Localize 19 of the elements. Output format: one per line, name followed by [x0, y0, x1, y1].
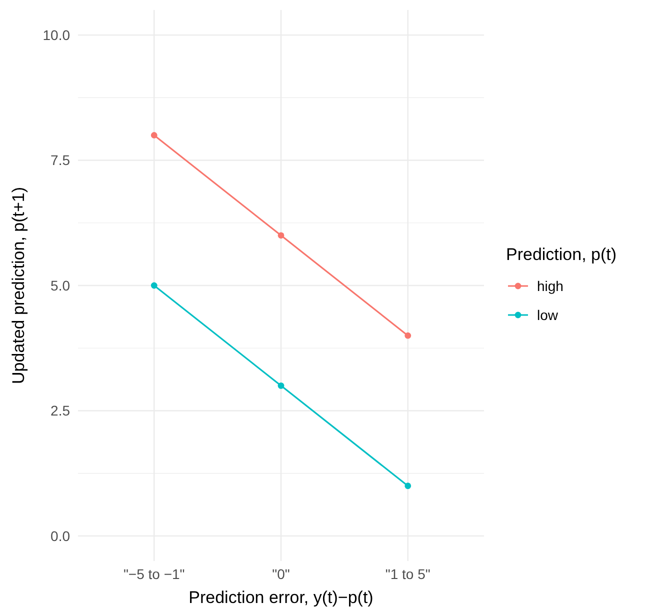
- point: [150, 282, 158, 289]
- point: [404, 482, 412, 490]
- point: [278, 232, 284, 239]
- y-tick-label: 2.5: [50, 402, 70, 419]
- y-axis-title: Updated prediction, p(t+1): [9, 186, 28, 384]
- point: [404, 332, 412, 339]
- legend-label: low: [537, 306, 559, 323]
- x-tick-label: "−5 to −1": [123, 566, 185, 582]
- y-tick-label: 0.0: [50, 528, 70, 544]
- y-tick-label: 5.0: [50, 277, 70, 294]
- x-tick-label: "0": [272, 566, 290, 582]
- legend-label: high: [537, 278, 564, 294]
- x-tick-label: "1 to 5": [385, 566, 430, 582]
- legend-title: Prediction, p(t): [506, 245, 617, 264]
- point: [150, 132, 158, 138]
- y-tick-label: 10.0: [42, 26, 70, 43]
- point: [278, 382, 284, 389]
- x-axis-title: Prediction error, y(t)−p(t): [188, 588, 374, 607]
- y-tick-label: 7.5: [50, 152, 70, 168]
